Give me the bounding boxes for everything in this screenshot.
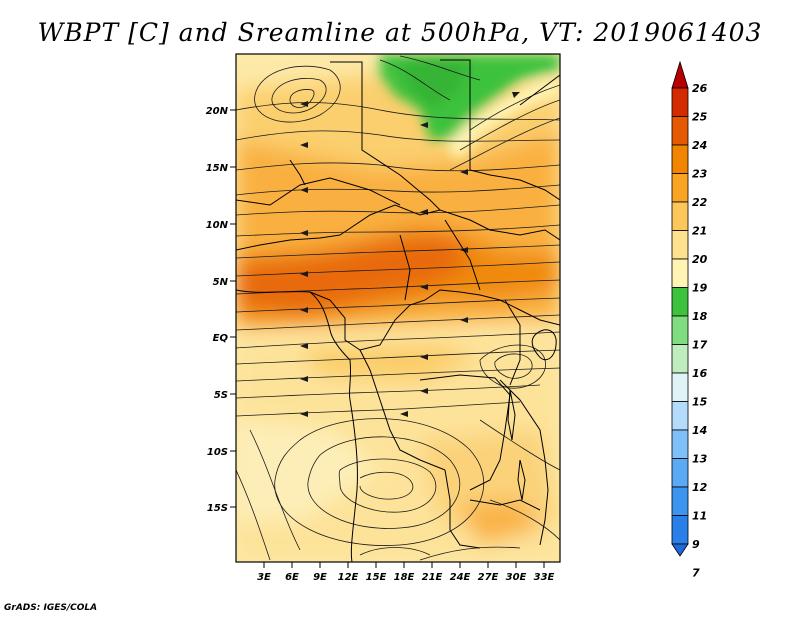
colorbar-label: 20 [692, 253, 708, 266]
colorbar-swatch [671, 515, 689, 545]
chart-title: WBPT [C] and Sreamline at 500hPa, VT: 20… [37, 18, 763, 47]
colorbar-label: 19 [692, 282, 708, 295]
colorbar-label: 23 [692, 168, 708, 181]
colorbar-swatch [671, 315, 689, 345]
colorbar-swatch [671, 344, 689, 374]
lat-label: 20N [206, 106, 229, 117]
colorbar-swatch [671, 144, 689, 174]
colorbar-label: 15 [692, 396, 708, 409]
colorbar-swatch [671, 486, 689, 516]
lat-label: EQ [213, 333, 229, 344]
stream-arrows [300, 92, 520, 417]
colorbar-swatch [671, 230, 689, 260]
colorbar-label: 18 [692, 310, 708, 323]
lake-outlines [507, 329, 557, 501]
lat-label: 10S [207, 447, 228, 458]
colorbar-swatch [671, 173, 689, 203]
temperature-field [236, 54, 560, 562]
colorbar-swatch [671, 116, 689, 146]
colorbar-label: 26 [692, 82, 708, 95]
colorbar-top-arrow [671, 60, 689, 89]
colorbar-swatch [671, 258, 689, 288]
colorbar-swatch [671, 429, 689, 459]
lon-label: 33E [534, 572, 555, 583]
lat-label: 10N [206, 220, 229, 231]
colorbar-label: 9 [692, 538, 700, 551]
lon-label: 27E [478, 572, 499, 583]
colorbar-label: 17 [692, 339, 708, 352]
lat-label: 5N [213, 277, 229, 288]
colorbar-label: 11 [692, 510, 707, 523]
colorbar-label: 16 [692, 367, 708, 380]
longitude-axis: 3E 6E 9E 12E 15E 18E 21E 24E 27E 30E 33E [257, 562, 555, 583]
lon-label: 12E [338, 572, 359, 583]
country-borders [236, 59, 560, 562]
colorbar-swatch [671, 458, 689, 488]
map-frame [235, 53, 561, 563]
lat-label: 15N [206, 163, 229, 174]
colorbar-bottom-arrow [671, 543, 689, 557]
lat-label: 15S [207, 503, 228, 514]
lon-label: 3E [257, 572, 271, 583]
colorbar-label: 25 [692, 111, 708, 124]
colorbar-swatch [671, 372, 689, 402]
colorbar-swatch [671, 87, 689, 117]
colorbar-label: 7 [692, 567, 700, 580]
lon-label: 9E [313, 572, 327, 583]
colorbar-label: 21 [692, 225, 707, 238]
streamlines [236, 55, 560, 561]
colorbar-swatch [671, 287, 689, 317]
latitude-axis: 20N 15N 10N 5N EQ 5S 10S 15S [206, 106, 236, 514]
lon-label: 18E [394, 572, 415, 583]
lon-label: 21E [422, 572, 443, 583]
colorbar-swatch [671, 401, 689, 431]
lon-label: 30E [506, 572, 527, 583]
lon-label: 6E [285, 572, 299, 583]
colorbar: 26 25 24 23 22 21 20 19 18 17 16 15 14 13 12 11 9 7 [671, 60, 708, 580]
colorbar-label: 22 [692, 196, 708, 209]
colorbar-label: 13 [692, 453, 708, 466]
colorbar-swatch [671, 201, 689, 231]
lat-label: 5S [214, 390, 228, 401]
lon-label: 24E [450, 572, 471, 583]
colorbar-label: 12 [692, 481, 708, 494]
lon-label: 15E [366, 572, 387, 583]
grads-credit: GrADS: IGES/COLA [4, 603, 98, 613]
colorbar-label: 14 [692, 424, 707, 437]
colorbar-label: 24 [692, 139, 707, 152]
